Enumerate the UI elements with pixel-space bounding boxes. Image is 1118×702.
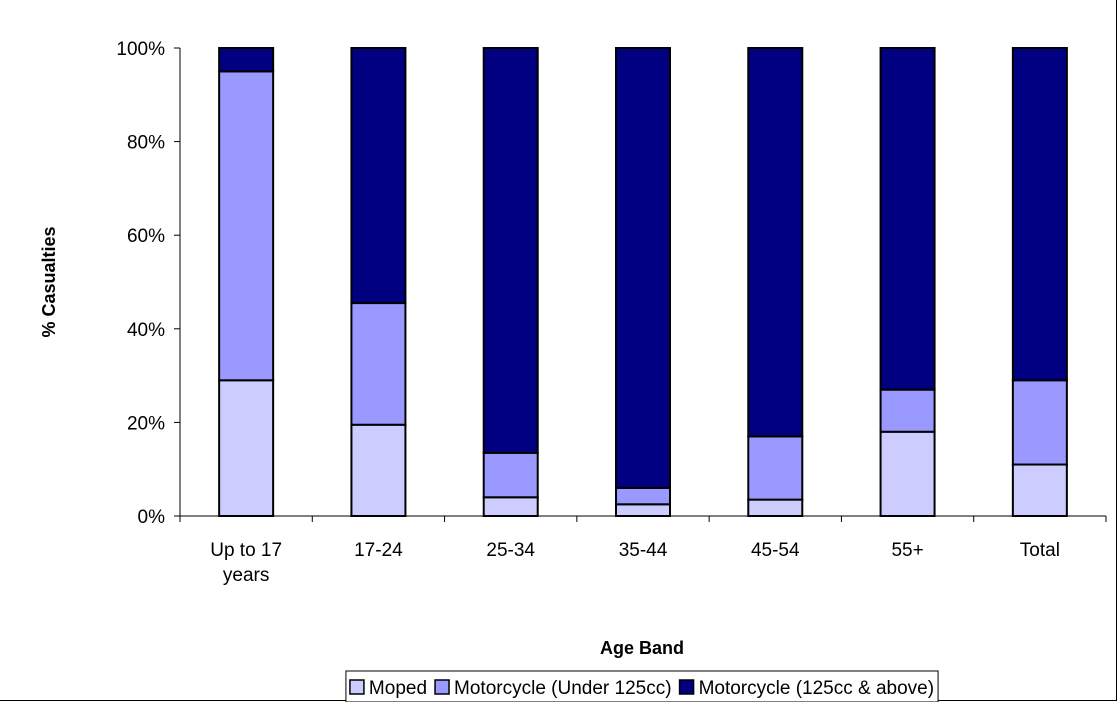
y-tick-label: 40% — [127, 320, 165, 341]
x-tick-label: Total — [1020, 540, 1060, 561]
bars — [218, 47, 1068, 518]
bar-segment-2 — [1011, 379, 1068, 466]
bar-segment-1 — [482, 496, 539, 517]
legend-box — [345, 670, 939, 702]
bar-segment-3 — [615, 47, 671, 489]
bar-segment-1 — [879, 430, 936, 518]
bar-segment-1 — [218, 379, 275, 517]
bar-segment-1 — [747, 498, 804, 517]
x-tick-label: 17-24 — [354, 540, 403, 561]
x-tick-label: 25-34 — [486, 540, 535, 561]
y-tick-label: 80% — [127, 133, 165, 154]
bar-segment-1 — [615, 503, 671, 517]
bar-segment-3 — [879, 47, 936, 391]
x-tick-label: years — [223, 565, 269, 586]
bar-segment-3 — [747, 47, 804, 438]
bar-segment-2 — [482, 451, 539, 499]
bar-segment-2 — [879, 388, 936, 433]
bar-segment-3 — [1011, 47, 1068, 382]
legend-label-1: Moped — [369, 678, 427, 699]
y-axis-ticks: 0% 20% 40% 60% 80% 100% — [116, 39, 180, 528]
y-tick-label: 20% — [127, 413, 165, 434]
y-tick-label: 60% — [127, 226, 165, 247]
legend-swatch-3 — [678, 679, 695, 695]
x-tick-label: 45-54 — [751, 540, 800, 561]
bar-segment-2 — [218, 70, 275, 382]
bar-segment-2 — [350, 302, 407, 426]
bar-segment-3 — [350, 47, 407, 305]
bar-segment-3 — [482, 47, 539, 454]
y-tick-label: 0% — [138, 507, 166, 528]
x-axis-title: Age Band — [600, 638, 684, 658]
legend: Moped Motorcycle (Under 125cc) Motorcycle … — [345, 670, 939, 702]
legend-swatch-1 — [349, 679, 365, 695]
y-axis-title: % Casualties — [39, 226, 59, 337]
bar-segment-1 — [1011, 463, 1068, 517]
x-axis-ticks: Up to 17 years 17-24 25-34 35-44 45-54 55+ Tota… — [179, 516, 1107, 586]
bar-segment-2 — [747, 435, 804, 501]
legend-swatch-2 — [434, 679, 450, 695]
legend-label-3: Motorcycle (125cc & above) — [699, 678, 935, 699]
bar-segment-3 — [218, 47, 275, 73]
axes — [179, 48, 1106, 517]
x-tick-label: Up to 17 — [210, 540, 282, 561]
x-tick-label: 55+ — [891, 540, 923, 561]
legend-label-2: Motorcycle (Under 125cc) — [454, 678, 672, 699]
bar-segment-2 — [615, 486, 671, 506]
bar-segment-1 — [350, 423, 407, 517]
x-tick-label: 35-44 — [619, 540, 668, 561]
y-tick-label: 100% — [116, 39, 165, 60]
